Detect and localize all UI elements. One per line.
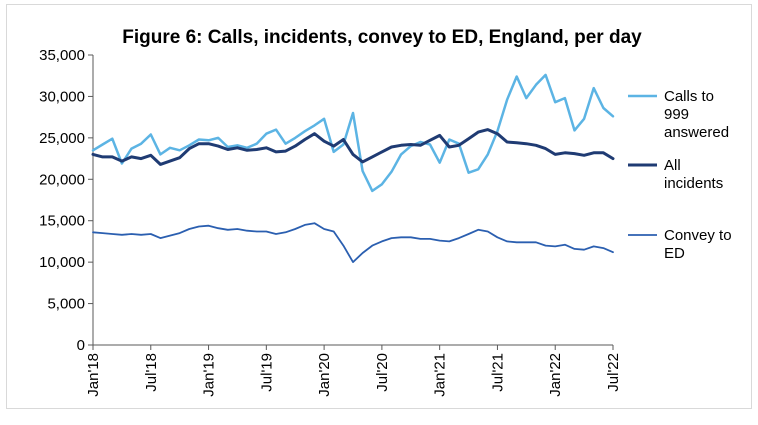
x-tick-label: Jul'20 bbox=[374, 353, 391, 392]
y-tick-label: 25,000 bbox=[39, 130, 85, 147]
x-tick-label: Jan'22 bbox=[547, 353, 564, 397]
legend-label: answered bbox=[664, 124, 729, 141]
y-tick-label: 20,000 bbox=[39, 171, 85, 188]
x-tick-label: Jan'21 bbox=[432, 353, 449, 397]
chart-border bbox=[6, 4, 752, 409]
x-tick-label: Jan'18 bbox=[85, 353, 102, 397]
legend-label: incidents bbox=[664, 175, 723, 192]
legend-label: Convey to bbox=[664, 227, 732, 244]
x-tick-label: Jan'20 bbox=[316, 353, 333, 397]
series-line-1 bbox=[91, 73, 615, 193]
y-tick-label: 5,000 bbox=[47, 296, 85, 313]
x-tick-label: Jul'19 bbox=[258, 353, 275, 392]
y-tick-label: 15,000 bbox=[39, 213, 85, 230]
y-axis: 0 5,000 10,000 15,000 20,000 25,000 30,000 35,0… bbox=[39, 47, 94, 354]
legend-label: ED bbox=[664, 245, 685, 262]
x-tick-label: Jul'21 bbox=[489, 353, 506, 392]
x-tick-label: Jul'18 bbox=[143, 353, 160, 392]
y-tick-label: 10,000 bbox=[39, 254, 85, 271]
chart-title: Figure 6: Calls, incidents, convey to ED… bbox=[122, 27, 642, 48]
x-tick-label: Jul'22 bbox=[605, 353, 622, 392]
y-tick-label: 35,000 bbox=[39, 47, 85, 64]
y-tick-label: 30,000 bbox=[39, 88, 85, 105]
y-tick-label: 0 bbox=[77, 337, 85, 354]
x-tick-label: Jan'19 bbox=[201, 353, 218, 397]
legend-label: All bbox=[664, 157, 681, 174]
x-axis: Jan'18 Jul'18 Jan'19 Jul'19 Jan'20 Jul'20 Jan'… bbox=[85, 344, 622, 397]
series-lines bbox=[91, 73, 615, 264]
series-line-3 bbox=[92, 222, 614, 264]
series-line-2 bbox=[91, 128, 615, 166]
legend-label: 999 bbox=[664, 106, 689, 123]
legend-label: Calls to bbox=[664, 88, 714, 105]
